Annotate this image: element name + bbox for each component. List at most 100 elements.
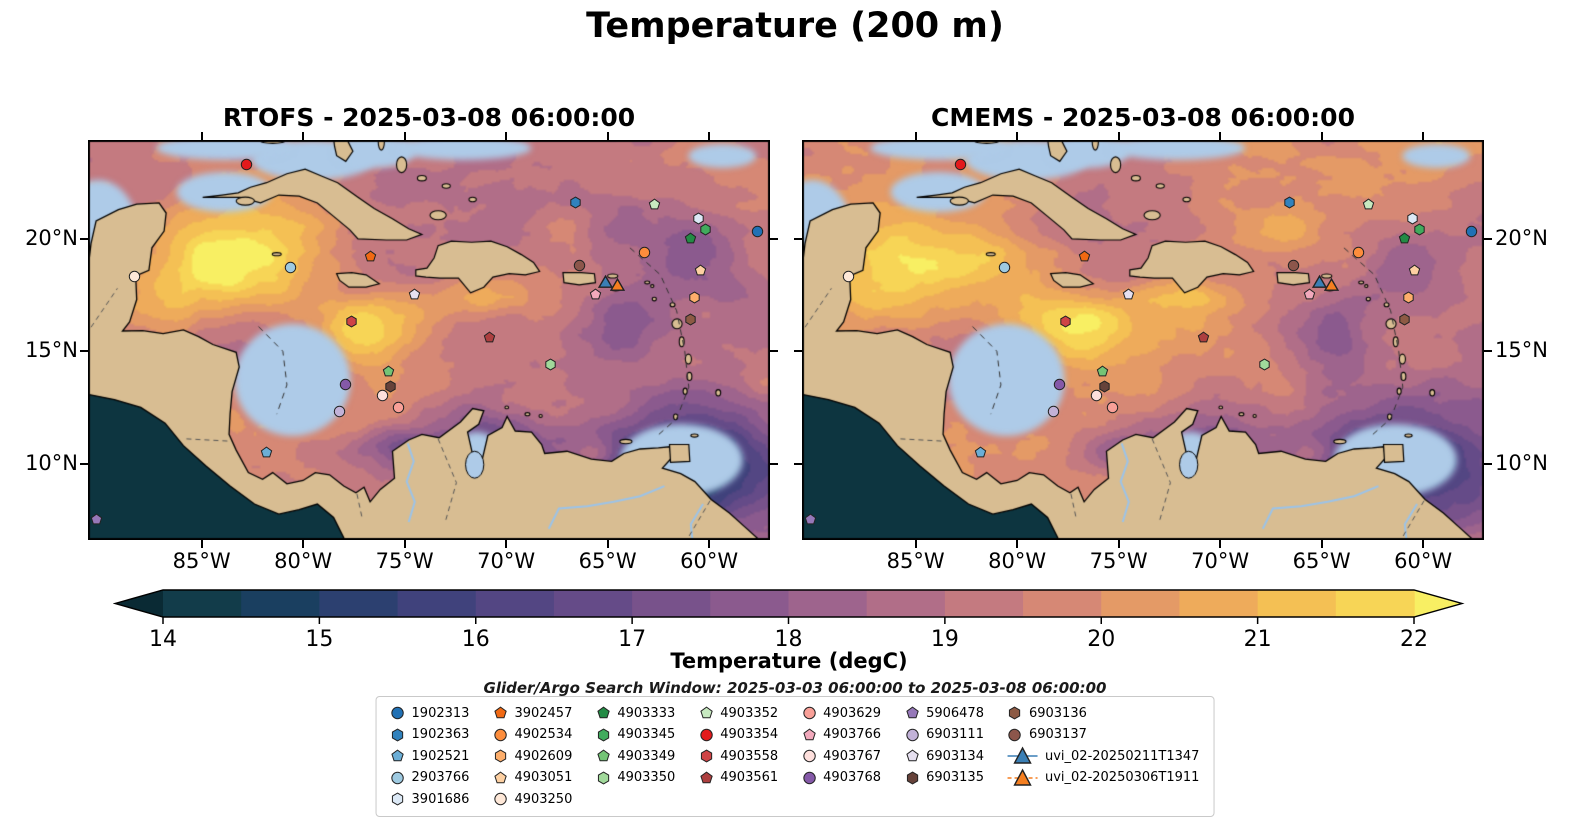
x-tickmark: [1320, 540, 1323, 548]
x-tickmark: [1422, 540, 1425, 548]
x-tickmark: [1219, 132, 1222, 140]
x-tickmark: [1320, 132, 1323, 140]
rtofs-map-canvas: [88, 140, 770, 540]
legend-column: 3902457 4902534 4902609 4903051 4903250: [493, 704, 572, 809]
legend-entry-3902457: 3902457: [493, 704, 572, 723]
legend-column: 1902313 1902363 1902521 2903766 3901686: [391, 704, 470, 809]
figure-title: Temperature (200 m): [586, 6, 1004, 46]
legend-entry-4903350: 4903350: [596, 769, 675, 788]
circle-marker-icon: [391, 771, 405, 785]
legend-entry-4903349: 4903349: [596, 747, 675, 766]
y-tickmark: [1484, 237, 1492, 240]
legend-entry-label: 4903558: [720, 748, 779, 764]
x-tickmark: [1016, 540, 1019, 548]
lat-tick-label: 10°N: [1495, 450, 1548, 475]
lon-tick-label: 85°W: [886, 549, 945, 573]
hexagon-marker-icon: [699, 749, 713, 763]
colorbar-svg: 14 15 16 17 18 19 20 21 22: [112, 589, 1465, 652]
legend-entry-1902521: 1902521: [391, 747, 469, 766]
legend-entry-uvi_02-20250211T1347: uvi_02-20250211T1347: [1007, 746, 1200, 766]
pentagon-marker-icon: [596, 749, 610, 763]
lon-tick-label: 65°W: [1292, 549, 1351, 573]
legend-entry-label: 4903051: [514, 770, 573, 786]
y-tickmark: [80, 350, 88, 353]
legend-entry-label: 6903134: [926, 748, 984, 764]
legend-entry-6903134: 6903134: [905, 747, 984, 766]
legend-entry-2903766: 2903766: [391, 769, 470, 788]
circle-marker-icon: [802, 771, 816, 785]
legend-entry-label: 4902609: [514, 748, 573, 764]
pentagon-marker-icon: [905, 749, 919, 763]
legend-entry-4903333: 4903333: [596, 704, 675, 723]
legend-entry-label: uvi_02-20250306T1911: [1044, 770, 1200, 786]
legend-entry-label: 4903250: [514, 791, 573, 807]
legend-entry-label: 4903350: [617, 770, 676, 786]
legend-entry-4903051: 4903051: [493, 769, 572, 788]
x-tickmark: [1117, 540, 1120, 548]
x-tickmark: [708, 540, 711, 548]
y-tickmark: [794, 462, 802, 465]
pentagon-marker-icon: [802, 728, 816, 742]
x-tickmark: [302, 540, 305, 548]
hexagon-marker-icon: [905, 771, 919, 785]
legend-column: 4903333 4903345 4903349 4903350: [596, 704, 675, 809]
lon-tick-label: 85°W: [172, 549, 231, 573]
y-tickmark: [80, 462, 88, 465]
y-tickmark: [770, 350, 778, 353]
lat-tick-label: 15°N: [1495, 338, 1548, 363]
svg-text:21: 21: [1244, 627, 1272, 652]
legend-entry-4903767: 4903767: [802, 747, 881, 766]
x-tickmark: [1016, 132, 1019, 140]
legend-entry-6903137: 6903137: [1008, 726, 1199, 745]
legend-entry-label: 6903111: [926, 727, 984, 743]
pentagon-marker-icon: [596, 706, 610, 720]
legend-entry-label: 4903561: [720, 770, 779, 786]
lon-tick-label: 60°W: [680, 549, 739, 573]
legend-entry-4903768: 4903768: [802, 769, 881, 788]
x-tickmark: [914, 132, 917, 140]
hexagon-marker-icon: [391, 728, 405, 742]
pentagon-marker-icon: [699, 771, 713, 785]
legend-column: 4903629 4903766 4903767 4903768: [802, 704, 881, 809]
legend-entry-label: 1902313: [411, 705, 470, 721]
x-tickmark: [1117, 132, 1120, 140]
y-tickmark: [794, 350, 802, 353]
legend-entry-4903766: 4903766: [802, 726, 881, 745]
legend-entry-label: 4903354: [720, 727, 779, 743]
legend-entry-4903250: 4903250: [493, 790, 572, 809]
svg-text:16: 16: [462, 627, 490, 652]
legend-entry-label: uvi_02-20250211T1347: [1044, 748, 1200, 764]
lat-tick-label: 15°N: [25, 338, 78, 363]
legend-entry-4903558: 4903558: [699, 747, 778, 766]
glider-marker-icon: [1007, 768, 1038, 786]
x-tickmark: [914, 540, 917, 548]
legend-entry-label: 4903629: [823, 705, 882, 721]
x-tickmark: [403, 132, 406, 140]
pentagon-marker-icon: [905, 706, 919, 720]
legend-entry-label: 4903352: [720, 705, 779, 721]
legend-entry-4903629: 4903629: [802, 704, 881, 723]
x-tickmark: [1219, 540, 1222, 548]
legend-entry-label: 4903768: [823, 770, 882, 786]
legend-entry-label: 6903136: [1028, 705, 1087, 721]
legend-entry-label: 2903766: [411, 770, 470, 786]
lon-tick-label: 80°W: [988, 549, 1047, 573]
hexagon-marker-icon: [596, 771, 610, 785]
legend-entry-label: 4902534: [514, 727, 573, 743]
legend-entry-label: 4903345: [617, 727, 676, 743]
legend-entry-label: 3901686: [411, 791, 470, 807]
legend-entry-6903136: 6903136: [1008, 704, 1199, 723]
x-tickmark: [1422, 132, 1425, 140]
circle-marker-icon: [802, 749, 816, 763]
legend-entry-label: 4903333: [617, 705, 676, 721]
legend-entry-label: 4903766: [823, 727, 882, 743]
circle-marker-icon: [493, 728, 507, 742]
circle-marker-icon: [493, 792, 507, 806]
x-tickmark: [505, 540, 508, 548]
lon-tick-label: 75°W: [1089, 549, 1148, 573]
legend-entry-6903135: 6903135: [905, 769, 984, 788]
y-tickmark: [80, 237, 88, 240]
legend-entry-1902313: 1902313: [391, 704, 470, 723]
legend-column: 4903352 4903354 4903558 4903561: [699, 704, 778, 809]
